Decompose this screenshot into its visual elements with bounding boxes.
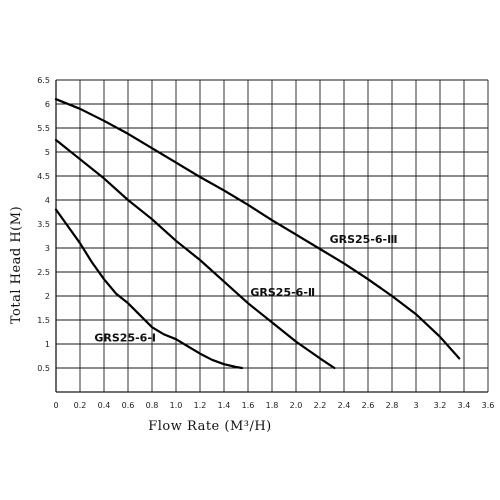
y-tick-label: 4.5 [37,172,50,181]
y-tick-label: 4 [45,196,50,205]
x-tick-label: 2.6 [362,401,375,410]
x-tick-label: 3.4 [458,401,471,410]
series-label: GRS25-6-Ⅱ [250,286,315,299]
x-tick-label: 2.2 [314,401,327,410]
y-tick-label: 6 [45,100,50,109]
x-tick-label: 0.8 [146,401,159,410]
y-tick-label: 1 [45,340,50,349]
x-tick-label: 3 [413,401,418,410]
x-tick-label: 2.4 [338,401,351,410]
x-tick-label: 1.6 [242,401,255,410]
series-labels: GRS25-6-Ⅰ GRS25-6-Ⅱ GRS25-6-Ⅲ [94,233,397,344]
chart-ticks: 0 0.2 0.4 0.6 0.8 1.0 1.2 1.4 1.6 1.8 2.0 2.2 2.4 2.6… [37,76,494,410]
x-tick-label: 2.8 [386,401,399,410]
y-tick-label: 2.5 [37,268,50,277]
series-label: GRS25-6-Ⅰ [94,332,156,345]
y-tick-label: 5 [45,148,50,157]
x-tick-label: 1.2 [194,401,207,410]
y-axis-title: Total Head H(M) [9,206,24,324]
x-tick-label: 0.6 [122,401,135,410]
chart-curves [54,98,461,370]
series-curve [54,138,336,370]
y-tick-label: 1.5 [37,316,50,325]
x-tick-label: 3.2 [434,401,447,410]
x-tick-label: 0 [53,401,58,410]
x-tick-label: 3.6 [482,401,495,410]
x-tick-label: 0.2 [74,401,87,410]
x-tick-label: 0.4 [98,401,111,410]
y-tick-label: 3.5 [37,220,50,229]
x-tick-label: 1.8 [266,401,279,410]
x-axis-title: Flow Rate (M³/H) [148,419,272,434]
x-tick-label: 1.0 [170,401,183,410]
y-tick-label: 6.5 [37,76,50,85]
y-tick-label: 5.5 [37,124,50,133]
series-curve [54,208,244,370]
series-label: GRS25-6-Ⅲ [330,233,398,246]
series-curve [54,98,461,360]
y-tick-label: 0.5 [37,364,50,373]
y-tick-label: 3 [45,244,50,253]
x-tick-label: 1.4 [218,401,231,410]
y-tick-label: 2 [45,292,50,301]
chart-grid [55,79,489,393]
x-tick-label: 2.0 [290,401,303,410]
